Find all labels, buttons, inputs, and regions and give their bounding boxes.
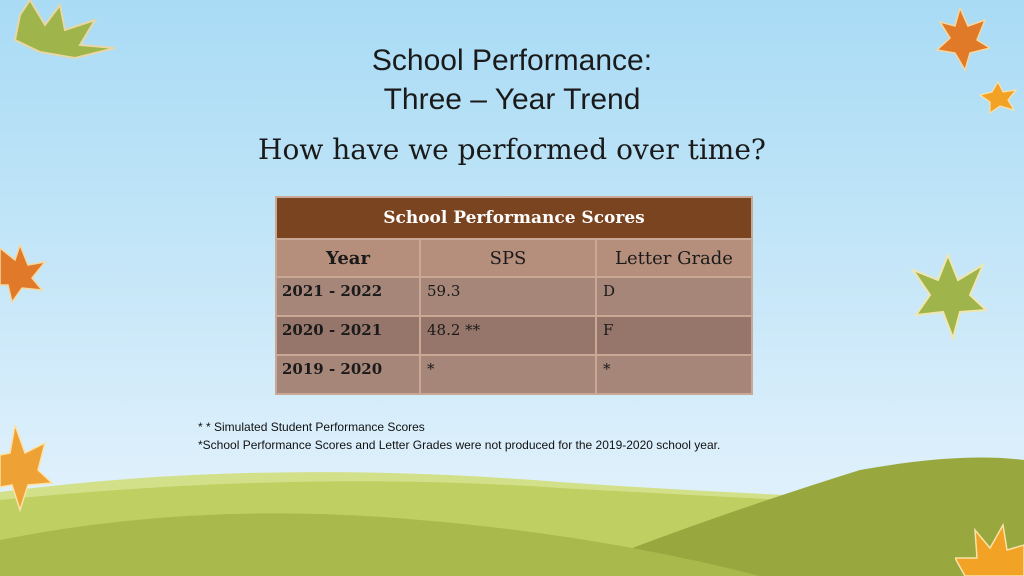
leaf-icon — [0, 425, 54, 513]
footnote-1: * * Simulated Student Performance Scores — [198, 420, 425, 434]
leaf-icon — [955, 522, 1024, 576]
leaf-icon — [910, 252, 988, 342]
leaf-icon — [978, 80, 1018, 115]
row-grade: D — [595, 276, 753, 317]
row-grade: F — [595, 315, 753, 356]
table-row: 2021 - 2022 59.3 D — [275, 276, 753, 317]
row-grade: * — [595, 354, 753, 395]
leaf-icon — [935, 8, 990, 72]
scores-table: School Performance Scores Year SPS Lette… — [275, 196, 753, 395]
subtitle: How have we performed over time? — [258, 133, 766, 166]
leaf-icon — [0, 242, 47, 304]
leaf-icon — [13, 0, 116, 60]
table-header-row: Year SPS Letter Grade — [275, 238, 753, 278]
table-row: 2019 - 2020 * * — [275, 354, 753, 395]
header-year: Year — [275, 238, 421, 278]
table-row: 2020 - 2021 48.2 ** F — [275, 315, 753, 356]
footnote-2: *School Performance Scores and Letter Gr… — [198, 438, 721, 452]
footnotes: * * Simulated Student Performance Scores… — [198, 418, 720, 454]
row-sps: 59.3 — [419, 276, 597, 317]
row-year: 2019 - 2020 — [275, 354, 421, 395]
row-sps: * — [419, 354, 597, 395]
title-line-1: School Performance: — [371, 44, 653, 77]
header-letter-grade: Letter Grade — [595, 238, 753, 278]
table-caption: School Performance Scores — [275, 196, 753, 240]
table-caption-row: School Performance Scores — [275, 196, 753, 240]
row-year: 2021 - 2022 — [275, 276, 421, 317]
row-sps: 48.2 ** — [419, 315, 597, 356]
row-year: 2020 - 2021 — [275, 315, 421, 356]
header-sps: SPS — [419, 238, 597, 278]
title-line-2: Three – Year Trend — [383, 83, 641, 116]
